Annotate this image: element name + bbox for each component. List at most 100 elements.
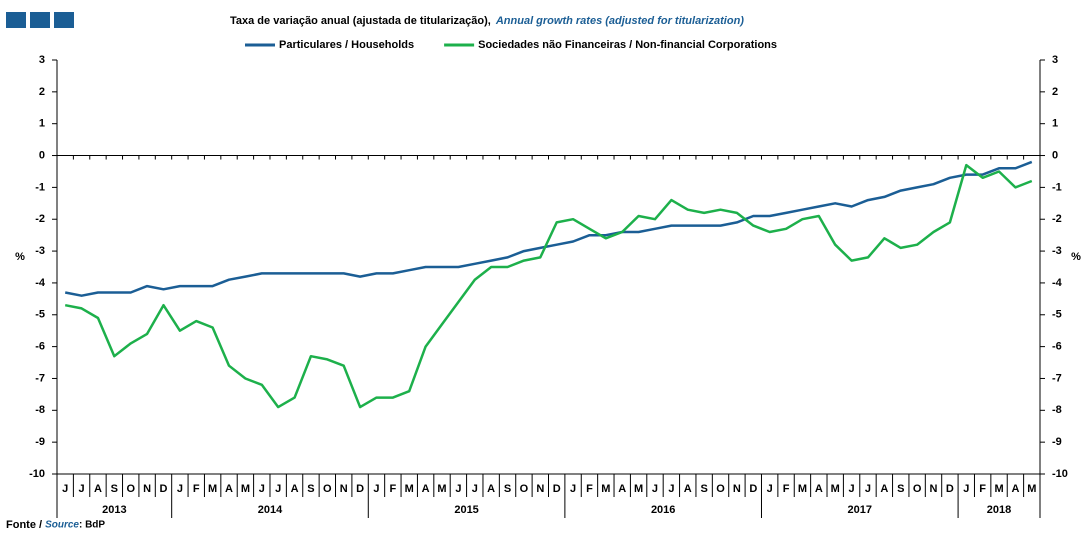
x-tick-label: M (1027, 483, 1036, 495)
x-tick-label: O (913, 483, 922, 495)
x-tick-label: J (79, 483, 85, 495)
y2-tick-label: -2 (1052, 213, 1062, 225)
x-tick-label: A (225, 483, 233, 495)
x-tick-label: M (798, 483, 807, 495)
x-tick-label: J (373, 483, 379, 495)
x-tick-label: J (849, 483, 855, 495)
year-label: 2013 (102, 504, 126, 516)
x-tick-label: O (126, 483, 135, 495)
x-tick-label: J (652, 483, 658, 495)
year-label: 2014 (258, 504, 283, 516)
y-tick-label: 3 (39, 54, 45, 66)
x-tick-label: J (570, 483, 576, 495)
x-tick-label: A (618, 483, 626, 495)
x-tick-label: O (716, 483, 725, 495)
x-tick-label: M (634, 483, 643, 495)
x-tick-label: A (815, 483, 823, 495)
x-tick-label: D (356, 483, 364, 495)
x-tick-label: J (62, 483, 68, 495)
y-tick-label: -6 (35, 341, 45, 353)
x-tick-label: M (601, 483, 610, 495)
x-tick-label: D (553, 483, 561, 495)
x-tick-label: O (520, 483, 529, 495)
x-tick-label: S (897, 483, 904, 495)
source-label: Fonte / (6, 519, 42, 531)
y-tick-label: 0 (39, 149, 45, 161)
y2-tick-label: -7 (1052, 372, 1062, 384)
x-tick-label: J (865, 483, 871, 495)
y-tick-label: -7 (35, 372, 45, 384)
x-tick-label: A (487, 483, 495, 495)
year-label: 2016 (651, 504, 675, 516)
y-tick-label: -1 (35, 181, 45, 193)
y2-tick-label: 2 (1052, 86, 1058, 98)
y-axis-label: % (15, 251, 25, 263)
x-tick-label: A (880, 483, 888, 495)
x-tick-label: A (94, 483, 102, 495)
y2-tick-label: -5 (1052, 309, 1062, 321)
x-tick-label: J (275, 483, 281, 495)
x-tick-label: F (389, 483, 396, 495)
x-tick-label: F (783, 483, 790, 495)
y-tick-label: -5 (35, 309, 45, 321)
y2-tick-label: -4 (1052, 277, 1063, 289)
y2-tick-label: -1 (1052, 181, 1062, 193)
x-tick-label: M (831, 483, 840, 495)
x-tick-label: N (930, 483, 938, 495)
x-tick-label: N (733, 483, 741, 495)
logo (6, 12, 74, 28)
y2-tick-label: -8 (1052, 404, 1062, 416)
y2-tick-label: -9 (1052, 436, 1062, 448)
x-tick-label: D (160, 483, 168, 495)
y2-axis-label: % (1071, 251, 1081, 263)
y-tick-label: -9 (35, 436, 45, 448)
x-tick-label: F (193, 483, 200, 495)
y-tick-label: 2 (39, 86, 45, 98)
y-tick-label: -10 (29, 468, 45, 480)
x-tick-label: J (767, 483, 773, 495)
y2-tick-label: -6 (1052, 341, 1062, 353)
x-tick-label: J (259, 483, 265, 495)
x-tick-label: J (177, 483, 183, 495)
x-tick-label: D (946, 483, 954, 495)
x-tick-label: M (405, 483, 414, 495)
y-tick-label: 1 (39, 118, 45, 130)
x-tick-label: M (241, 483, 250, 495)
y-tick-label: -3 (35, 245, 45, 257)
series-line (64, 160, 1033, 297)
x-tick-label: O (323, 483, 332, 495)
year-label: 2015 (454, 504, 478, 516)
x-tick-label: N (143, 483, 151, 495)
x-tick-label: S (307, 483, 314, 495)
chart-title-en: Annual growth rates (adjusted for titula… (495, 15, 744, 27)
x-tick-label: A (291, 483, 299, 495)
x-tick-label: A (684, 483, 692, 495)
x-tick-label: M (208, 483, 217, 495)
y2-tick-label: 1 (1052, 118, 1058, 130)
x-tick-label: A (422, 483, 430, 495)
legend-label: Sociedades não Financeiras / Non-financi… (478, 39, 777, 51)
x-tick-label: F (586, 483, 593, 495)
x-tick-label: J (472, 483, 478, 495)
y-tick-label: -8 (35, 404, 45, 416)
year-label: 2018 (987, 504, 1011, 516)
series-line (64, 163, 1033, 409)
source-label-en: Source (45, 520, 79, 531)
x-tick-label: N (340, 483, 348, 495)
chart-title: Taxa de variação anual (ajustada de titu… (230, 15, 491, 27)
y2-tick-label: 0 (1052, 149, 1058, 161)
x-tick-label: S (111, 483, 118, 495)
x-tick-label: D (749, 483, 757, 495)
x-tick-label: J (668, 483, 674, 495)
x-tick-label: J (963, 483, 969, 495)
x-tick-label: M (994, 483, 1003, 495)
y2-tick-label: -10 (1052, 468, 1068, 480)
x-tick-label: A (1011, 483, 1019, 495)
y-tick-label: -4 (35, 277, 46, 289)
y2-tick-label: -3 (1052, 245, 1062, 257)
source: : BdP (79, 520, 105, 531)
x-tick-label: J (455, 483, 461, 495)
x-tick-label: F (979, 483, 986, 495)
y2-tick-label: 3 (1052, 54, 1058, 66)
